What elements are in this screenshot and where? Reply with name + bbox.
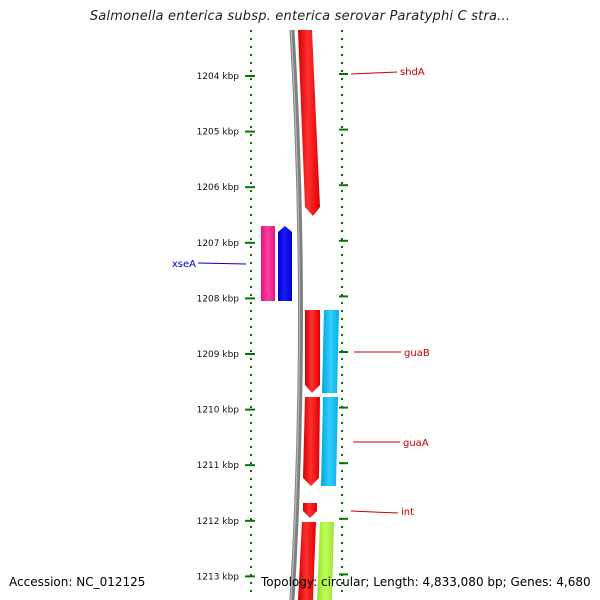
tick-label: 1206 kbp: [197, 183, 240, 193]
tick-label: 1207 kbp: [197, 239, 240, 249]
tick-label: 1212 kbp: [197, 517, 240, 527]
cog-lime-bar: [317, 522, 334, 600]
tick-label: 1211 kbp: [197, 461, 240, 471]
label-xseA: xseA: [172, 259, 196, 270]
gene-lower-red[interactable]: [298, 522, 316, 600]
gene-shdA[interactable]: [298, 30, 320, 216]
tick-label: 1205 kbp: [197, 128, 240, 138]
backbone-arc: [289, 29, 303, 600]
map-title: Salmonella enterica subsp. enterica sero…: [89, 9, 511, 24]
shdA-leader: [350, 71, 398, 75]
label-int: int: [401, 507, 414, 518]
xseA-leader: [197, 262, 247, 265]
label-guaA: guaA: [403, 438, 429, 449]
tick-label: 1210 kbp: [197, 406, 240, 416]
tick-label: 1213 kbp: [197, 572, 240, 582]
int-leader: [350, 510, 399, 514]
gene-guaB[interactable]: [305, 310, 320, 393]
genome-summary: Topology: circular; Length: 4,833,080 bp…: [261, 575, 591, 589]
cog-pink-bar: [261, 226, 275, 301]
gene-guaA[interactable]: [303, 397, 320, 486]
cog-cyan-bar-2: [321, 397, 338, 486]
tick-labels: 1204 kbp 1205 kbp 1206 kbp 1207 kbp 1208 kbp…: [197, 72, 240, 582]
label-guaB: guaB: [404, 348, 430, 359]
tick-marks: [245, 73, 348, 578]
backbone-highlight: [290, 29, 301, 600]
tick-label: 1209 kbp: [197, 350, 240, 360]
gene-int[interactable]: [303, 503, 317, 518]
tick-label: 1204 kbp: [197, 72, 240, 82]
accession-text: Accession: NC_012125: [9, 575, 146, 589]
tick-label: 1208 kbp: [197, 294, 240, 304]
label-shdA: shdA: [400, 67, 425, 78]
gene-xseA[interactable]: [278, 226, 292, 301]
cog-cyan-bar-1: [322, 310, 339, 393]
